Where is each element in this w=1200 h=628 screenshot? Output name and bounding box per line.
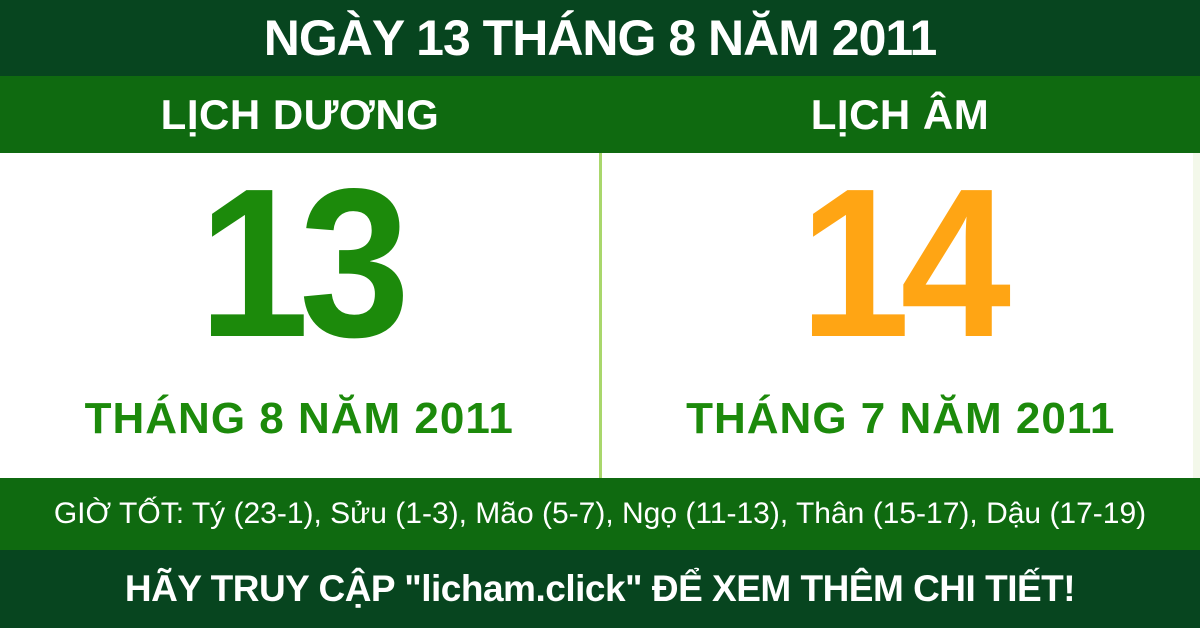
page-title: NGÀY 13 THÁNG 8 NĂM 2011 bbox=[263, 10, 938, 66]
solar-day-number: 13 bbox=[198, 144, 410, 381]
dates-panel: 13 THÁNG 8 NĂM 2011 14 THÁNG 7 NĂM 2011 bbox=[0, 153, 1200, 478]
solar-calendar-header: LỊCH DƯƠNG bbox=[0, 76, 600, 153]
lunar-calendar-header: LỊCH ÂM bbox=[600, 76, 1200, 153]
lunar-month-label: THÁNG 7 NĂM 2011 bbox=[686, 394, 1116, 443]
date-header-bar: NGÀY 13 THÁNG 8 NĂM 2011 bbox=[0, 0, 1200, 76]
footer-cta-text: HÃY TRUY CẬP "licham.click" ĐỂ XEM THÊM … bbox=[124, 568, 1076, 609]
lunar-date-panel: 14 THÁNG 7 NĂM 2011 bbox=[602, 153, 1200, 478]
lunar-calendar-label: LỊCH ÂM bbox=[810, 90, 990, 138]
calendar-type-header-row: LỊCH DƯƠNG LỊCH ÂM bbox=[0, 76, 1200, 153]
lunar-day-number: 14 bbox=[799, 144, 1012, 381]
footer-cta-bar: HÃY TRUY CẬP "licham.click" ĐỂ XEM THÊM … bbox=[0, 550, 1200, 628]
good-hours-bar: GIỜ TỐT: Tý (23-1), Sửu (1-3), Mão (5-7)… bbox=[0, 478, 1200, 550]
solar-month-label: THÁNG 8 NĂM 2011 bbox=[84, 394, 514, 443]
solar-date-panel: 13 THÁNG 8 NĂM 2011 bbox=[0, 153, 599, 478]
right-edge-shade bbox=[1193, 153, 1200, 478]
good-hours-text: GIỜ TỐT: Tý (23-1), Sửu (1-3), Mão (5-7)… bbox=[53, 497, 1147, 530]
column-divider bbox=[598, 153, 602, 478]
solar-calendar-label: LỊCH DƯƠNG bbox=[160, 90, 440, 138]
